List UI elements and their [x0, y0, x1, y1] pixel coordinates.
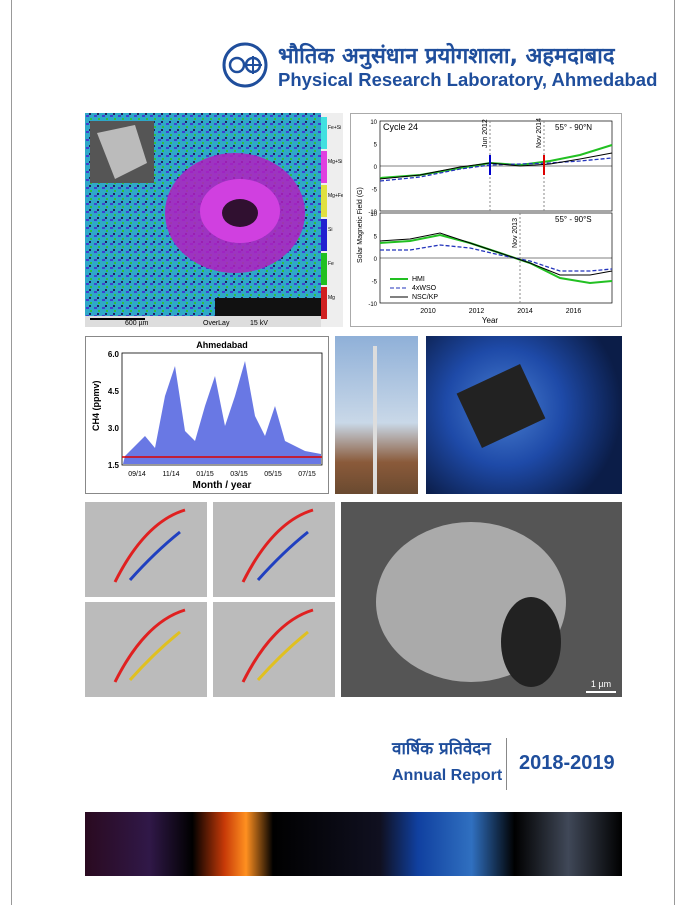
legend-swatch: [321, 219, 327, 251]
legend-swatch: [321, 117, 327, 149]
x-tick-label: 2014: [517, 308, 533, 315]
y-tick-label: -5: [372, 280, 378, 286]
y-tick-label: 1.5: [108, 461, 120, 470]
page-border: [11, 0, 675, 905]
hindi-title: भौतिक अनुसंधान प्रयोगशाला, अहमदाबाद: [278, 44, 615, 69]
legend-swatch: [321, 185, 327, 217]
legend-swatch: [321, 253, 327, 285]
legend-label: Si: [328, 227, 332, 233]
space-strip: [85, 812, 622, 876]
logo: [222, 42, 268, 88]
mineral-map: 600 µm OverLay 15 kV Fe+Si Mg+Si Mg+Fe Si Fe…: [85, 113, 343, 327]
x-tick-label: 11/14: [163, 471, 180, 478]
annotation: Nov 2014: [536, 118, 543, 148]
x-tick-label: 01/15: [196, 471, 214, 478]
y-tick-label: 6.0: [108, 350, 120, 359]
y-axis-label: CH4 (ppmv): [91, 380, 101, 431]
region-label: 55° - 90°S: [555, 215, 592, 224]
region-label: 55° - 90°N: [555, 123, 592, 132]
y-tick-label: -5: [372, 188, 378, 194]
y-tick-label: 10: [370, 120, 377, 126]
report-title: Annual Report: [392, 767, 503, 784]
scale-label: 600 µm: [125, 320, 149, 327]
sem-image: 1 µm: [341, 502, 622, 697]
x-axis-label: Year: [482, 316, 499, 325]
y-tick-label: 3.0: [108, 424, 120, 433]
legend-label: Fe: [328, 261, 334, 267]
flux-rope-images: [85, 502, 335, 697]
legend-swatch: [321, 151, 327, 183]
annotation: Nov 2013: [512, 218, 519, 248]
legend-label: 4xWSO: [412, 285, 437, 292]
y-tick-label: 0: [374, 257, 378, 263]
x-tick-label: 03/15: [230, 471, 248, 478]
mode-label: OverLay: [203, 320, 230, 327]
y-tick-label: -10: [368, 302, 377, 308]
legend-swatch: [321, 287, 327, 319]
legend-label: Mg: [328, 295, 335, 301]
solar-field-chart: Cycle 24 Jun 2012 Nov 2014 55° - 90°N No…: [350, 113, 622, 327]
report-hindi-title: वार्षिक प्रतिवेदन: [392, 739, 491, 759]
x-tick-label: 2010: [420, 308, 436, 315]
methane-chart: Ahmedabad CH4 (ppmv) Month / year 6.0 4.5…: [85, 336, 329, 494]
x-axis-label: Month / year: [193, 480, 252, 491]
legend-label: Mg+Si: [328, 159, 342, 165]
legend-label: Fe+Si: [328, 125, 341, 131]
voltage-label: 15 kV: [250, 320, 268, 327]
telescope-photo: [426, 336, 622, 494]
annotation: Jun 2012: [482, 119, 489, 148]
chart-title: Ahmedabad: [196, 340, 248, 350]
title: Physical Research Laboratory, Ahmedabad: [278, 69, 658, 90]
x-tick-label: 09/14: [128, 471, 146, 478]
y-tick-label: 4.5: [108, 387, 120, 396]
report-years: 2018-2019: [519, 752, 615, 774]
legend-label: NSC/KP: [412, 294, 438, 301]
legend-label: HMI: [412, 276, 425, 283]
y-tick-label: 5: [374, 235, 378, 241]
y-axis-label: Solar Magnetic Field (G): [357, 187, 364, 263]
x-tick-label: 07/15: [298, 471, 316, 478]
y-tick-label: -10: [368, 210, 377, 216]
cycle-label: Cycle 24: [383, 122, 418, 132]
divider: [506, 738, 507, 790]
tower-photo: [335, 336, 418, 494]
y-tick-label: 10: [370, 212, 377, 218]
scale-label: 1 µm: [591, 679, 611, 689]
y-tick-label: 5: [374, 143, 378, 149]
x-tick-label: 2012: [469, 308, 485, 315]
x-tick-label: 05/15: [264, 471, 282, 478]
legend-label: Mg+Fe: [328, 193, 343, 199]
y-tick-label: 0: [374, 165, 378, 171]
x-tick-label: 2016: [566, 308, 582, 315]
